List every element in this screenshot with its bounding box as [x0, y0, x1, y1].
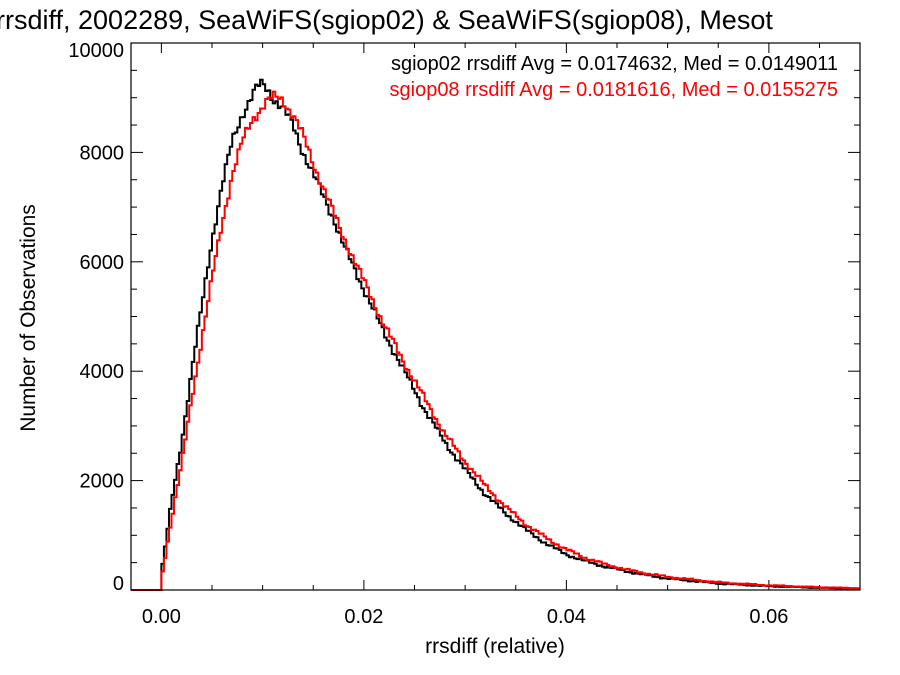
x-tick-label: 0.06: [749, 606, 788, 628]
y-axis-label: Number of Observations: [17, 204, 40, 432]
series-line-sgiop08: [131, 90, 860, 591]
y-tick-label: 10000: [68, 40, 124, 62]
y-tick-label: 0: [113, 573, 124, 595]
legend-entry-sgiop02: sgiop02 rrsdiff Avg = 0.0174632, Med = 0…: [391, 53, 838, 75]
chart-title: rrsdiff, 2002289, SeaWiFS(sgiop02) & Sea…: [0, 5, 773, 35]
x-tick-label: 0.02: [344, 606, 383, 628]
x-axis-label: rrsdiff (relative): [425, 635, 565, 658]
y-tick-label: 8000: [80, 142, 125, 164]
axis-ticks: 0.00 0.02 0.04 0.06 0 2000 4000 6000 8000 10000: [68, 40, 860, 628]
series-layer: [131, 78, 860, 591]
y-tick-label: 4000: [80, 361, 125, 383]
y-tick-label: 6000: [80, 252, 125, 274]
legend-entry-sgiop08: sgiop08 rrsdiff Avg = 0.0181616, Med = 0…: [390, 79, 839, 101]
x-tick-label: 0.00: [142, 606, 181, 628]
x-tick-label: 0.04: [547, 606, 586, 628]
y-tick-label: 2000: [80, 471, 125, 493]
plot-frame: [130, 42, 861, 591]
